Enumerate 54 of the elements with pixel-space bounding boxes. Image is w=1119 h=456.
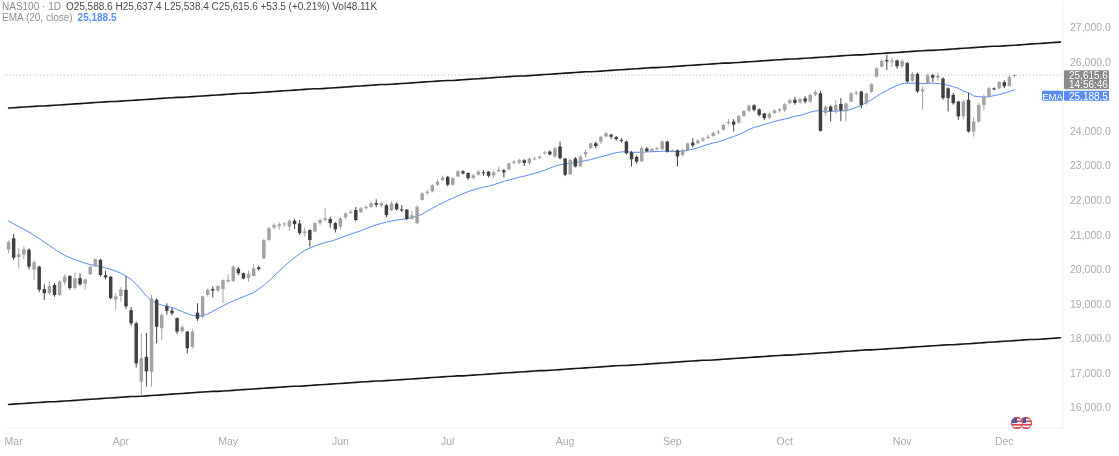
- candlestick: [461, 169, 465, 175]
- y-tick-label: 16,000.0: [1070, 401, 1112, 414]
- chart-title: NAS100 · 1D: [2, 0, 61, 12]
- annotation: 25,188.5: [77, 11, 117, 23]
- candlestick: [119, 286, 123, 303]
- candlestick: [844, 101, 848, 123]
- candlestick: [323, 207, 327, 222]
- x-tick-label: Jul: [440, 435, 455, 447]
- x-tick-label: Aug: [555, 435, 575, 447]
- candlestick: [609, 133, 613, 140]
- annotation: EMA (20, close): [2, 11, 73, 23]
- x-tick-label: Sep: [663, 435, 682, 447]
- candlestick: [604, 131, 608, 139]
- candlestick: [262, 238, 266, 260]
- candlestick: [650, 147, 654, 153]
- x-tick-label: Apr: [112, 435, 130, 447]
- line-series: [7, 337, 1062, 406]
- candlestick: [83, 278, 87, 291]
- candlestick: [32, 259, 36, 281]
- y-tick-label: 17,000.0: [1070, 366, 1112, 379]
- y-tick-label: 22,000.0: [1070, 193, 1112, 206]
- candlestick: [318, 218, 322, 226]
- y-tick-label: 24,000.0: [1070, 124, 1112, 137]
- x-tick-label: May: [218, 435, 239, 447]
- y-tick-label: 27,000.0: [1070, 21, 1112, 34]
- candlestick: [78, 272, 82, 287]
- text: 25,188.5: [1069, 90, 1109, 102]
- x-tick-label: Dec: [994, 435, 1014, 447]
- candlestick: [27, 247, 31, 270]
- line-series: [7, 41, 1062, 109]
- line-series: [8, 82, 1015, 317]
- y-tick-label: 18,000.0: [1070, 332, 1112, 345]
- x-tick-label: Mar: [4, 435, 24, 447]
- candlestick: [936, 71, 940, 82]
- candlestick: [129, 306, 133, 327]
- candlestick: [37, 265, 41, 293]
- candlestick: [793, 96, 797, 106]
- y-tick-label: 21,000.0: [1070, 228, 1112, 241]
- candlestick: [11, 233, 16, 261]
- chart-subtitle: O25,588.6 H25,637.4 L25,538.4 C25,615.6 +53.5 (+0.21%) Vol48.11K: [65, 0, 378, 12]
- y-tick-label: 19,000.0: [1070, 297, 1112, 310]
- candlestick: [124, 275, 128, 310]
- y-tick-label: 20,000.0: [1070, 263, 1112, 276]
- y-tick-label: 26,000.0: [1070, 55, 1112, 68]
- legend-label: EMA: [1042, 90, 1064, 102]
- candlestick: [839, 97, 843, 122]
- ref-line-label: 25,615.6: [1069, 69, 1109, 81]
- x-tick-label: Oct: [776, 435, 793, 447]
- y-tick-label: 23,000.0: [1070, 159, 1112, 172]
- candlestick: [619, 137, 624, 144]
- candlestick: [502, 168, 506, 179]
- x-tick-label: Jun: [331, 435, 350, 447]
- x-tick-label: Nov: [892, 435, 913, 447]
- candlestick: [1012, 73, 1017, 79]
